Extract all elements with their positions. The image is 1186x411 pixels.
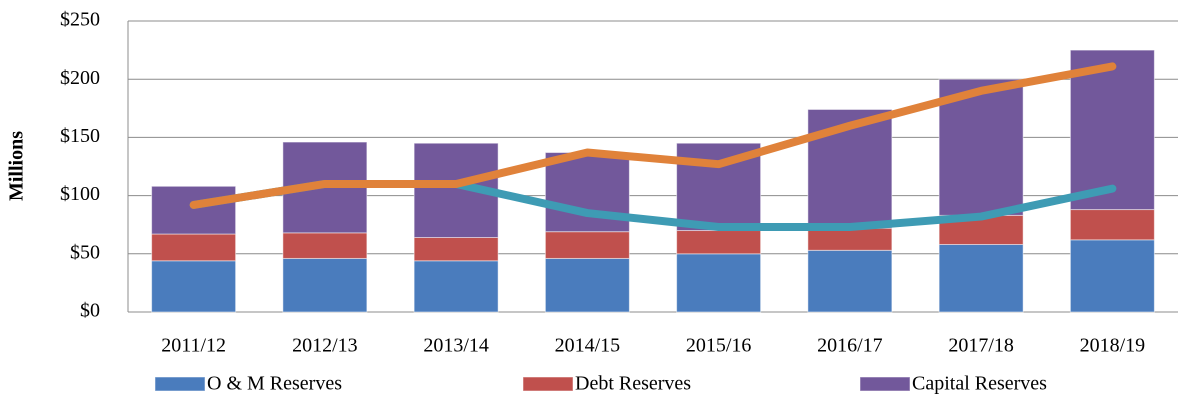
bar-segment	[413, 237, 499, 262]
bar-segment	[151, 185, 237, 235]
bar-segment	[1069, 239, 1155, 313]
line	[189, 62, 1117, 209]
bar-segment	[151, 260, 237, 313]
x-tick-label: 2016/17	[817, 335, 883, 357]
y-tick-label: $150	[60, 125, 100, 147]
bar-segment	[1069, 49, 1155, 211]
legend-swatch	[859, 376, 911, 392]
x-tick-label: 2011/12	[161, 335, 226, 357]
bar-segment	[807, 227, 893, 251]
bar-segment	[544, 257, 630, 313]
x-tick-label: 2017/18	[948, 335, 1014, 357]
y-tick-label: $250	[60, 9, 100, 31]
legend-swatch	[522, 376, 574, 392]
x-tick-label: 2015/16	[686, 335, 752, 357]
x-tick-label: 2018/19	[1080, 335, 1146, 357]
bar-segment	[938, 243, 1024, 313]
y-axis-label: Millions	[6, 131, 28, 201]
bar-segment	[676, 230, 762, 255]
bar-segment	[807, 249, 893, 313]
legend-label: Capital Reserves	[912, 373, 1047, 395]
bar-segment	[413, 260, 499, 313]
y-tick-label: $50	[70, 241, 100, 263]
y-tick-label: $200	[60, 67, 100, 89]
x-tick-label: 2014/15	[555, 335, 621, 357]
bar-segment	[1069, 209, 1155, 241]
legend-label: Debt Reserves	[575, 373, 691, 395]
bar-segment	[544, 231, 630, 259]
legend-swatch	[154, 376, 206, 392]
bar-segment	[676, 253, 762, 313]
legend-label: O & M Reserves	[207, 373, 342, 395]
y-tick-label: $0	[80, 300, 100, 322]
bar-segment	[151, 233, 237, 262]
x-tick-label: 2012/13	[292, 335, 358, 357]
bar-segment	[282, 232, 368, 259]
y-tick-label: $100	[60, 183, 100, 205]
x-tick-label: 2013/14	[423, 335, 489, 357]
bar-segment	[282, 257, 368, 313]
